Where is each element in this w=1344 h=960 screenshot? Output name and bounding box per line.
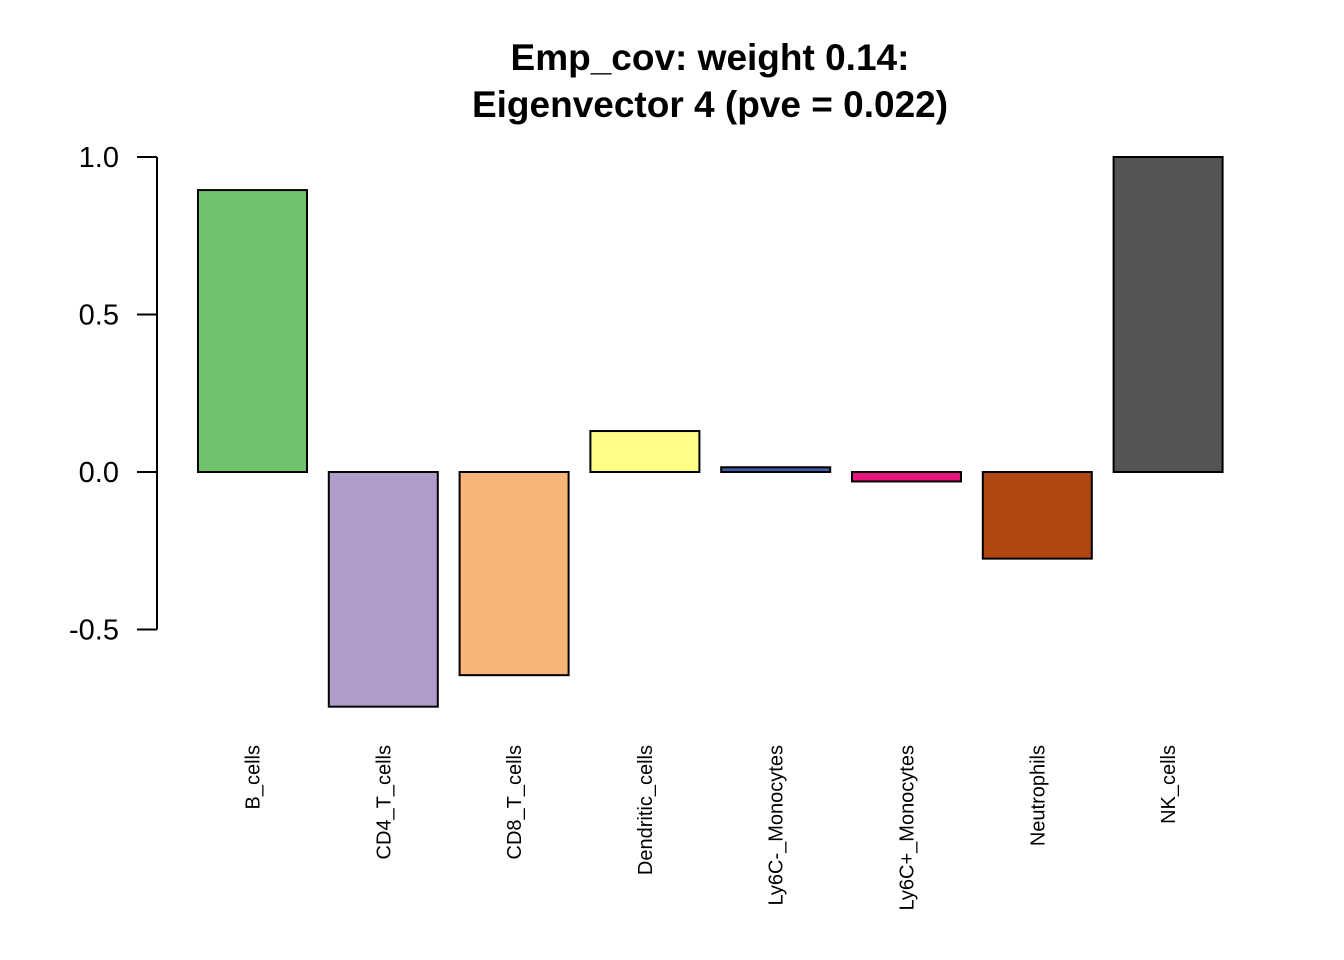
category-label: B_cells — [243, 745, 265, 809]
bar-neutrophils — [981, 471, 1093, 560]
category-label: Ly6C-_Monocytes — [766, 745, 788, 905]
category-label: Ly6C+_Monocytes — [897, 745, 919, 910]
bar-cd8-t-cells — [458, 471, 570, 677]
category-label: NK_cells — [1158, 745, 1180, 824]
bar-nk-cells — [1112, 156, 1224, 473]
category-labels: B_cells CD4_T_cells CD8_T_cells Dendritic_c… — [243, 745, 1181, 910]
bar-b-cells — [197, 189, 308, 473]
category-label: Dendritic_cells — [635, 745, 657, 875]
bar-ly6c-monocytes — [851, 471, 962, 483]
category-label: Neutrophils — [1027, 745, 1049, 846]
y-tick-label: 0.5 — [79, 300, 119, 332]
y-tick-label: -0.5 — [69, 615, 119, 647]
chart-title-line-1: Emp_cov: weight 0.14: — [511, 37, 910, 78]
y-tick-label: 0.0 — [79, 457, 119, 489]
bar-cd4-t-cells — [327, 471, 439, 708]
bars-group — [197, 156, 1224, 708]
chart-title-line-2: Eigenvector 4 (pve = 0.022) — [472, 84, 948, 125]
category-label: CD8_T_cells — [504, 745, 526, 859]
y-axis: 1.0 0.5 0.0 -0.5 — [69, 142, 158, 647]
bar-dendritic-cells — [589, 430, 701, 473]
category-label: CD4_T_cells — [373, 745, 395, 859]
y-tick-label: 1.0 — [79, 142, 119, 174]
bar-ly6c-monocytes — [720, 466, 832, 473]
